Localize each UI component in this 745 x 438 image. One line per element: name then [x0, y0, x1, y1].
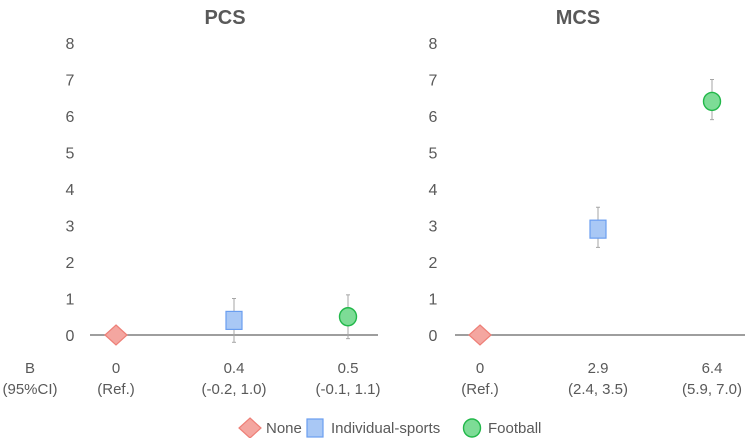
chart-title: PCS: [204, 7, 245, 29]
y-tick-label: 6: [66, 109, 75, 126]
legend-label: Individual-sports: [331, 420, 440, 437]
ci-label: (Ref.): [97, 381, 135, 398]
y-tick-label: 7: [66, 73, 75, 90]
point-none: [468, 324, 492, 346]
ci-label: (-0.1, 1.1): [315, 381, 380, 398]
estimate-label: 0.4: [224, 360, 245, 377]
y-tick-label: 7: [429, 73, 438, 90]
row-label-ci: (95%CI): [2, 381, 57, 398]
y-tick-label: 1: [66, 292, 75, 309]
estimate-label: 0: [476, 360, 484, 377]
legend-label: None: [266, 420, 302, 437]
legend-marker-individual-sports: [306, 418, 324, 438]
y-tick-label: 0: [66, 328, 75, 345]
ci-label: (5.9, 7.0): [682, 381, 742, 398]
legend-marker-football: [462, 418, 482, 438]
estimate-label: 0: [112, 360, 120, 377]
y-tick-label: 8: [429, 36, 438, 53]
point-football: [702, 91, 722, 112]
ci-label: (-0.2, 1.0): [201, 381, 266, 398]
ci-label: (Ref.): [461, 381, 499, 398]
chart-title: MCS: [556, 7, 600, 29]
point-none: [104, 324, 128, 346]
point-football: [338, 307, 358, 327]
estimate-label: 6.4: [702, 360, 723, 377]
estimate-label: 0.5: [338, 360, 359, 377]
ci-label: (2.4, 3.5): [568, 381, 628, 398]
estimate-label: 2.9: [588, 360, 609, 377]
y-tick-label: 4: [429, 182, 438, 199]
y-tick-label: 2: [429, 255, 438, 272]
y-tick-label: 5: [66, 146, 75, 163]
y-tick-label: 3: [429, 219, 438, 236]
y-tick-label: 8: [66, 36, 75, 53]
point-individual-sports: [589, 219, 607, 239]
y-tick-label: 6: [429, 109, 438, 126]
y-tick-label: 4: [66, 182, 75, 199]
row-label-b: B: [25, 360, 35, 377]
y-tick-label: 0: [429, 328, 438, 345]
y-tick-label: 5: [429, 146, 438, 163]
legend-label: Football: [488, 420, 541, 437]
y-tick-label: 2: [66, 255, 75, 272]
legend-marker-none: [238, 417, 262, 438]
y-tick-label: 3: [66, 219, 75, 236]
y-tick-label: 1: [429, 292, 438, 309]
point-individual-sports: [225, 310, 243, 330]
